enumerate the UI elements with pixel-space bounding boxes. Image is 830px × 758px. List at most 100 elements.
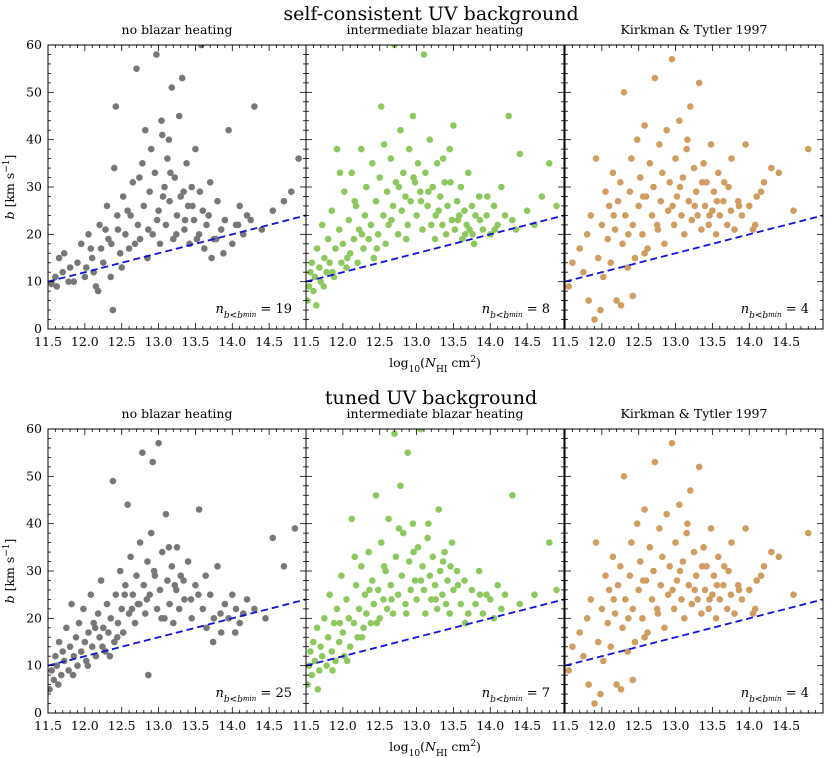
data-point <box>425 188 432 195</box>
data-point <box>636 174 644 181</box>
data-point <box>775 169 783 177</box>
data-point <box>805 529 812 537</box>
data-point <box>678 596 685 603</box>
data-point <box>199 207 207 214</box>
data-point <box>447 563 454 570</box>
data-points <box>565 439 812 707</box>
data-point <box>585 297 592 304</box>
data-point <box>196 188 204 195</box>
data-point <box>208 254 215 262</box>
data-point <box>676 501 683 509</box>
data-point <box>136 235 144 243</box>
x-tick-label: 13.0 <box>662 334 690 349</box>
data-point <box>720 197 727 205</box>
data-point <box>431 581 439 589</box>
data-point <box>65 667 72 674</box>
data-point <box>676 183 684 191</box>
data-point <box>212 235 220 243</box>
x-tick-label: 14.5 <box>255 334 283 349</box>
data-point <box>367 619 375 627</box>
data-point <box>372 197 380 205</box>
data-point <box>363 183 370 191</box>
data-point <box>214 197 221 205</box>
data-point <box>422 169 429 177</box>
data-point <box>631 254 639 262</box>
data-point <box>335 226 343 233</box>
data-point <box>659 169 666 177</box>
data-point <box>461 207 468 214</box>
data-point <box>738 596 746 603</box>
data-point <box>690 548 698 556</box>
data-point <box>461 231 469 238</box>
data-point <box>692 572 700 579</box>
data-point <box>425 520 432 527</box>
data-point <box>116 250 124 257</box>
x-tick-label: 13.0 <box>145 334 173 349</box>
data-point <box>651 458 659 466</box>
data-point <box>125 245 133 252</box>
data-point <box>167 169 174 177</box>
data-point <box>688 600 696 608</box>
data-point <box>269 534 277 542</box>
data-point <box>188 615 195 622</box>
data-point <box>168 84 176 91</box>
count-annotation: nb<bmin = 7 <box>482 686 550 705</box>
data-point <box>685 581 693 589</box>
y-tick-label: 20 <box>26 226 42 241</box>
data-point <box>361 591 369 598</box>
data-point <box>400 169 407 177</box>
data-point <box>333 605 341 613</box>
data-point <box>625 231 632 238</box>
data-point <box>695 79 703 87</box>
data-point <box>369 577 376 584</box>
data-point <box>91 624 99 632</box>
data-point <box>424 202 431 210</box>
data-point <box>269 207 277 214</box>
data-point <box>694 212 701 219</box>
data-point <box>118 605 125 613</box>
data-point <box>402 193 409 200</box>
data-point <box>587 212 595 219</box>
data-point <box>114 634 121 641</box>
data-point <box>330 619 338 627</box>
data-point <box>576 245 583 252</box>
data-point <box>180 577 187 584</box>
data-point <box>385 515 392 523</box>
data-point <box>323 268 330 276</box>
data-point <box>691 586 698 594</box>
data-point <box>417 188 424 195</box>
data-point <box>580 652 587 660</box>
data-point <box>329 268 336 276</box>
data-point <box>323 662 330 669</box>
panel-frame <box>47 428 307 714</box>
x-axis-label: log10(NHI cm2) <box>389 355 481 375</box>
data-point <box>336 619 344 627</box>
data-point <box>100 624 107 632</box>
data-point <box>494 581 502 589</box>
data-point <box>97 245 105 252</box>
x-tick-label: 14.5 <box>772 334 800 349</box>
data-point <box>316 264 323 271</box>
data-point <box>382 240 389 248</box>
data-point <box>531 591 538 598</box>
data-point <box>173 544 181 551</box>
data-point <box>188 183 195 191</box>
data-point <box>464 610 472 617</box>
data-point <box>324 634 332 641</box>
data-point <box>133 65 140 72</box>
data-point <box>622 596 629 603</box>
x-tick-label: 12.5 <box>625 334 653 349</box>
data-point <box>314 686 322 693</box>
data-point <box>723 605 731 613</box>
data-point <box>469 231 476 238</box>
data-point <box>336 169 344 177</box>
count-annotation: nb<bmin = 8 <box>482 302 550 321</box>
data-point <box>413 212 420 219</box>
data-point <box>107 615 114 622</box>
data-point <box>383 188 391 195</box>
data-point <box>626 188 634 195</box>
data-point <box>639 231 646 238</box>
data-point <box>311 657 319 665</box>
reference-line <box>48 214 306 283</box>
data-point <box>376 615 384 622</box>
